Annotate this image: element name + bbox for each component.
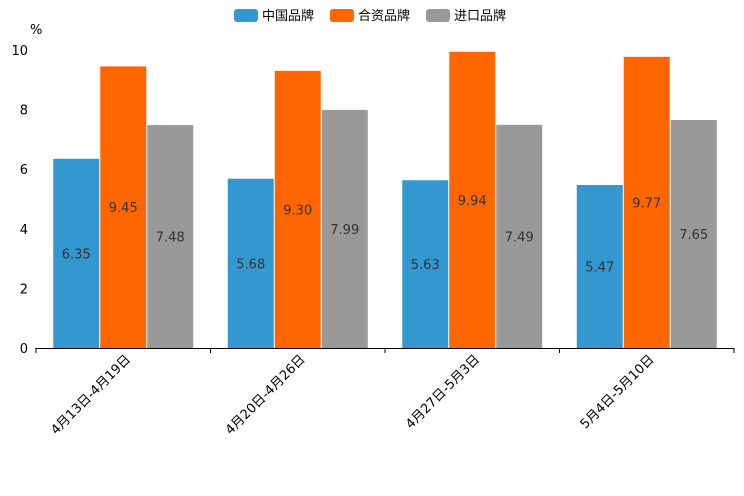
y-axis-ticks: 0 2 4 6 8 10 <box>11 44 28 357</box>
x-tick-label: 5月4日-5月10日 <box>578 352 658 432</box>
x-tick-label: 4月20日-4月26日 <box>223 352 309 438</box>
data-label: 7.65 <box>679 228 708 243</box>
bar[interactable] <box>227 178 274 348</box>
bars <box>53 51 717 349</box>
bar[interactable] <box>449 51 496 349</box>
x-axis: 4月13日-4月19日 4月20日-4月26日 4月27日-5月3日 5月4日-5月1… <box>35 348 735 438</box>
legend-label: 中国品牌 <box>262 8 314 24</box>
bar[interactable] <box>496 124 543 348</box>
data-label: 7.99 <box>330 223 359 238</box>
legend-label: 进口品牌 <box>454 8 506 24</box>
bar[interactable] <box>576 184 623 348</box>
data-label: 5.63 <box>411 258 440 273</box>
legend-label: 合资品牌 <box>358 8 410 24</box>
data-labels: 6.35 9.45 7.48 5.68 9.30 7.99 5.63 9.94 7.49 5.47… <box>62 194 708 276</box>
y-tick-label: 8 <box>20 104 28 119</box>
data-label: 7.48 <box>156 231 185 246</box>
y-tick-label: 10 <box>11 44 28 59</box>
data-label: 5.68 <box>236 257 265 272</box>
data-label: 5.47 <box>585 260 614 275</box>
bar[interactable] <box>100 66 147 348</box>
legend-swatch <box>426 9 450 22</box>
bar[interactable] <box>147 125 194 348</box>
x-tick-label: 4月13日-4月19日 <box>48 352 134 438</box>
legend-swatch <box>330 9 354 22</box>
y-tick-label: 6 <box>20 163 28 178</box>
legend-swatch <box>234 9 258 22</box>
data-label: 9.94 <box>458 194 487 209</box>
data-label: 6.35 <box>62 247 91 262</box>
legend-item[interactable]: 进口品牌 <box>426 8 506 24</box>
y-tick-label: 0 <box>20 342 28 357</box>
bar[interactable] <box>274 70 321 349</box>
legend-item[interactable]: 合资品牌 <box>330 8 410 24</box>
x-tick-label: 4月27日-5月3日 <box>403 352 483 432</box>
y-tick-label: 2 <box>20 282 28 297</box>
bar[interactable] <box>402 180 449 348</box>
data-label: 9.45 <box>109 201 138 216</box>
data-label: 9.77 <box>632 196 661 211</box>
y-axis-unit: % <box>30 23 42 38</box>
data-label: 9.30 <box>283 203 312 218</box>
bar[interactable] <box>53 158 100 348</box>
legend-item[interactable]: 中国品牌 <box>234 8 314 24</box>
bar[interactable] <box>670 120 717 348</box>
y-tick-label: 4 <box>20 223 28 238</box>
legend: 中国品牌 合资品牌 进口品牌 <box>234 8 506 24</box>
data-label: 7.49 <box>505 230 534 245</box>
bar[interactable] <box>321 109 368 348</box>
bar[interactable] <box>623 56 670 348</box>
